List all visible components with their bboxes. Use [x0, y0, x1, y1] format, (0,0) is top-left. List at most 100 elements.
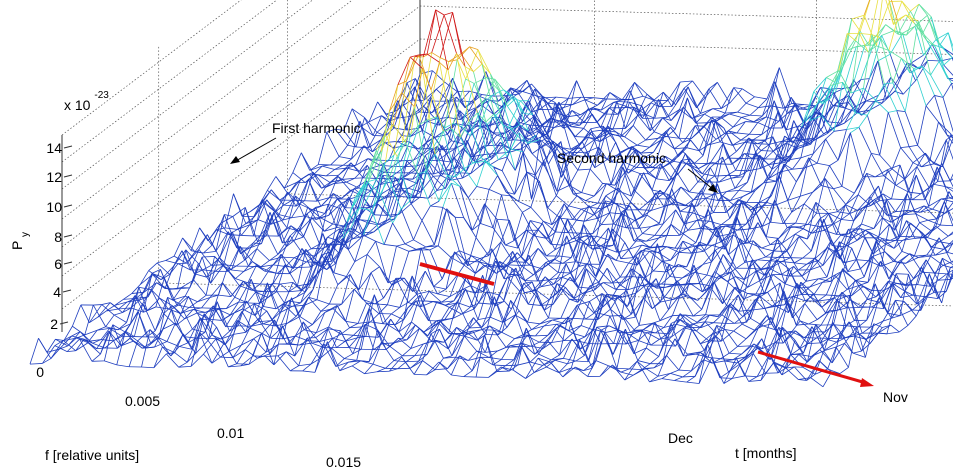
mesh-segment — [856, 259, 869, 262]
mesh-segment — [773, 242, 783, 252]
mesh-segment — [554, 244, 564, 251]
mesh-segment — [465, 288, 479, 320]
mesh-segment — [428, 290, 438, 295]
mesh-segment — [918, 255, 931, 258]
mesh-segment — [707, 226, 721, 246]
mesh-segment — [580, 325, 594, 331]
mesh-segment — [544, 283, 558, 311]
mesh-segment — [478, 95, 492, 129]
mesh-segment — [812, 115, 823, 154]
mesh-segment — [657, 127, 671, 139]
mesh-segment — [656, 130, 667, 158]
mesh-segment — [543, 319, 553, 327]
mesh-segment — [792, 294, 802, 297]
mesh-segment — [449, 165, 459, 175]
mesh-segment — [879, 112, 889, 156]
mesh-segment — [671, 188, 685, 225]
mesh-segment — [476, 160, 486, 187]
mesh-segment — [481, 296, 495, 328]
mesh-segment — [564, 176, 578, 196]
mesh-segment — [405, 142, 419, 175]
mesh-segment — [213, 282, 223, 309]
mesh-segment — [696, 314, 710, 323]
mesh-segment — [223, 264, 237, 267]
mesh-segment — [383, 222, 393, 245]
mesh-segment — [539, 317, 549, 325]
mesh-segment — [693, 314, 706, 317]
mesh-segment — [325, 169, 335, 177]
grid-line — [61, 5, 421, 277]
mesh-segment — [562, 261, 576, 264]
mesh-segment — [246, 291, 256, 304]
mesh-segment — [477, 49, 491, 74]
mesh-segment — [850, 126, 860, 134]
mesh-segment — [871, 34, 885, 85]
mesh-segment — [766, 175, 780, 203]
mesh-segment — [463, 108, 477, 145]
mesh-segment — [872, 251, 886, 257]
mesh-segment — [249, 199, 263, 225]
mesh-segment — [260, 264, 274, 268]
mesh-segment — [516, 100, 530, 126]
mesh-segment — [851, 18, 861, 32]
mesh-segment — [630, 201, 644, 217]
mesh-segment — [590, 281, 599, 287]
mesh-segment — [151, 272, 165, 279]
mesh-segment — [488, 117, 502, 145]
mesh-segment — [840, 107, 854, 124]
mesh-segment — [523, 141, 533, 154]
mesh-segment — [510, 87, 524, 92]
mesh-segment — [421, 220, 435, 245]
mesh-segment — [351, 183, 365, 210]
mesh-segment — [679, 313, 693, 325]
mesh-segment — [840, 233, 850, 236]
mesh-segment — [398, 133, 412, 184]
mesh-segment — [877, 53, 891, 62]
mesh-segment — [731, 238, 741, 266]
mesh-segment — [796, 121, 806, 145]
mesh-segment — [478, 302, 492, 305]
mesh-segment — [355, 117, 365, 148]
mesh-segment — [397, 80, 407, 86]
mesh-segment — [453, 122, 462, 128]
mesh-segment — [419, 294, 433, 328]
mesh-segment — [907, 315, 917, 326]
mesh-segment — [673, 240, 684, 267]
mesh-segment — [328, 284, 339, 305]
mesh-segment — [496, 219, 506, 246]
mesh-segment — [892, 82, 906, 112]
mesh-segment — [579, 113, 593, 126]
mesh-segment — [724, 87, 735, 114]
mesh-segment — [493, 113, 508, 158]
mesh-segment — [385, 154, 395, 163]
mesh-segment — [805, 137, 815, 145]
mesh-segment — [833, 188, 847, 205]
mesh-segment — [453, 276, 467, 302]
mesh-segment — [693, 264, 707, 292]
mesh-segment — [825, 274, 836, 296]
mesh-segment — [302, 207, 317, 238]
mesh-segment — [674, 233, 684, 249]
mesh-segment — [781, 274, 790, 277]
mesh-segment — [904, 166, 918, 180]
mesh-segment — [298, 213, 308, 229]
mesh-segment — [947, 32, 953, 53]
mesh-segment — [841, 213, 850, 220]
mesh-segment — [879, 154, 893, 170]
mesh-segment — [630, 95, 644, 100]
mesh-segment — [347, 195, 361, 230]
mesh-segment — [619, 146, 633, 155]
mesh-segment — [777, 111, 791, 142]
mesh-segment — [301, 248, 315, 264]
mesh-segment — [749, 114, 763, 117]
mesh-segment — [425, 245, 439, 248]
mesh-segment — [239, 245, 253, 262]
mesh-segment — [211, 214, 225, 246]
mesh-segment — [201, 297, 211, 309]
mesh-segment — [709, 275, 719, 288]
mesh-segment — [384, 133, 398, 157]
mesh-segment — [469, 128, 479, 137]
mesh-segment — [814, 219, 825, 259]
mesh-segment — [748, 222, 759, 244]
mesh-segment — [455, 122, 465, 126]
